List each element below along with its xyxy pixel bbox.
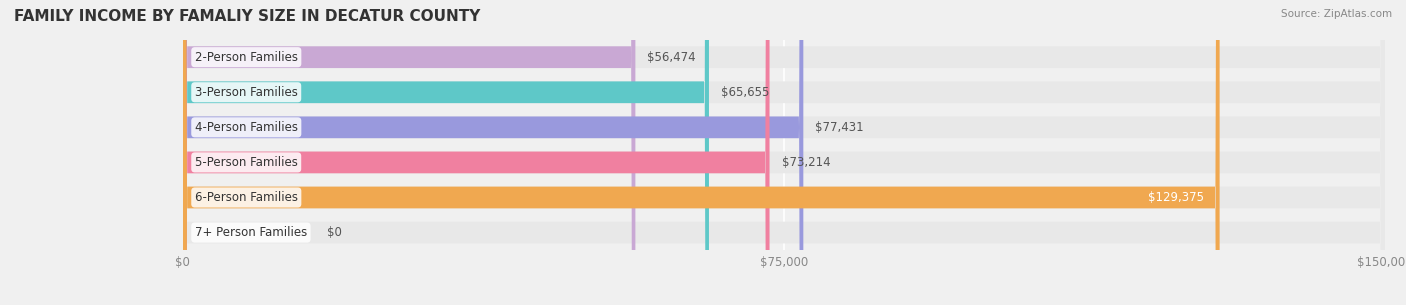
Text: Source: ZipAtlas.com: Source: ZipAtlas.com [1281,9,1392,19]
Text: FAMILY INCOME BY FAMALIY SIZE IN DECATUR COUNTY: FAMILY INCOME BY FAMALIY SIZE IN DECATUR… [14,9,481,24]
FancyBboxPatch shape [183,0,636,305]
FancyBboxPatch shape [183,0,1385,305]
Text: $65,655: $65,655 [721,86,769,99]
FancyBboxPatch shape [183,0,1385,305]
FancyBboxPatch shape [183,0,1219,305]
FancyBboxPatch shape [183,0,1385,305]
Text: 3-Person Families: 3-Person Families [195,86,298,99]
Text: $0: $0 [328,226,342,239]
FancyBboxPatch shape [183,0,709,305]
Text: 5-Person Families: 5-Person Families [195,156,298,169]
FancyBboxPatch shape [183,0,769,305]
Text: $73,214: $73,214 [782,156,830,169]
FancyBboxPatch shape [183,0,1385,305]
Text: 4-Person Families: 4-Person Families [195,121,298,134]
Text: 6-Person Families: 6-Person Families [195,191,298,204]
FancyBboxPatch shape [183,0,803,305]
Text: $56,474: $56,474 [647,51,696,64]
Text: 7+ Person Families: 7+ Person Families [195,226,307,239]
Text: $129,375: $129,375 [1147,191,1204,204]
Text: 2-Person Families: 2-Person Families [195,51,298,64]
FancyBboxPatch shape [183,0,1385,305]
Text: $77,431: $77,431 [815,121,863,134]
FancyBboxPatch shape [183,0,1385,305]
